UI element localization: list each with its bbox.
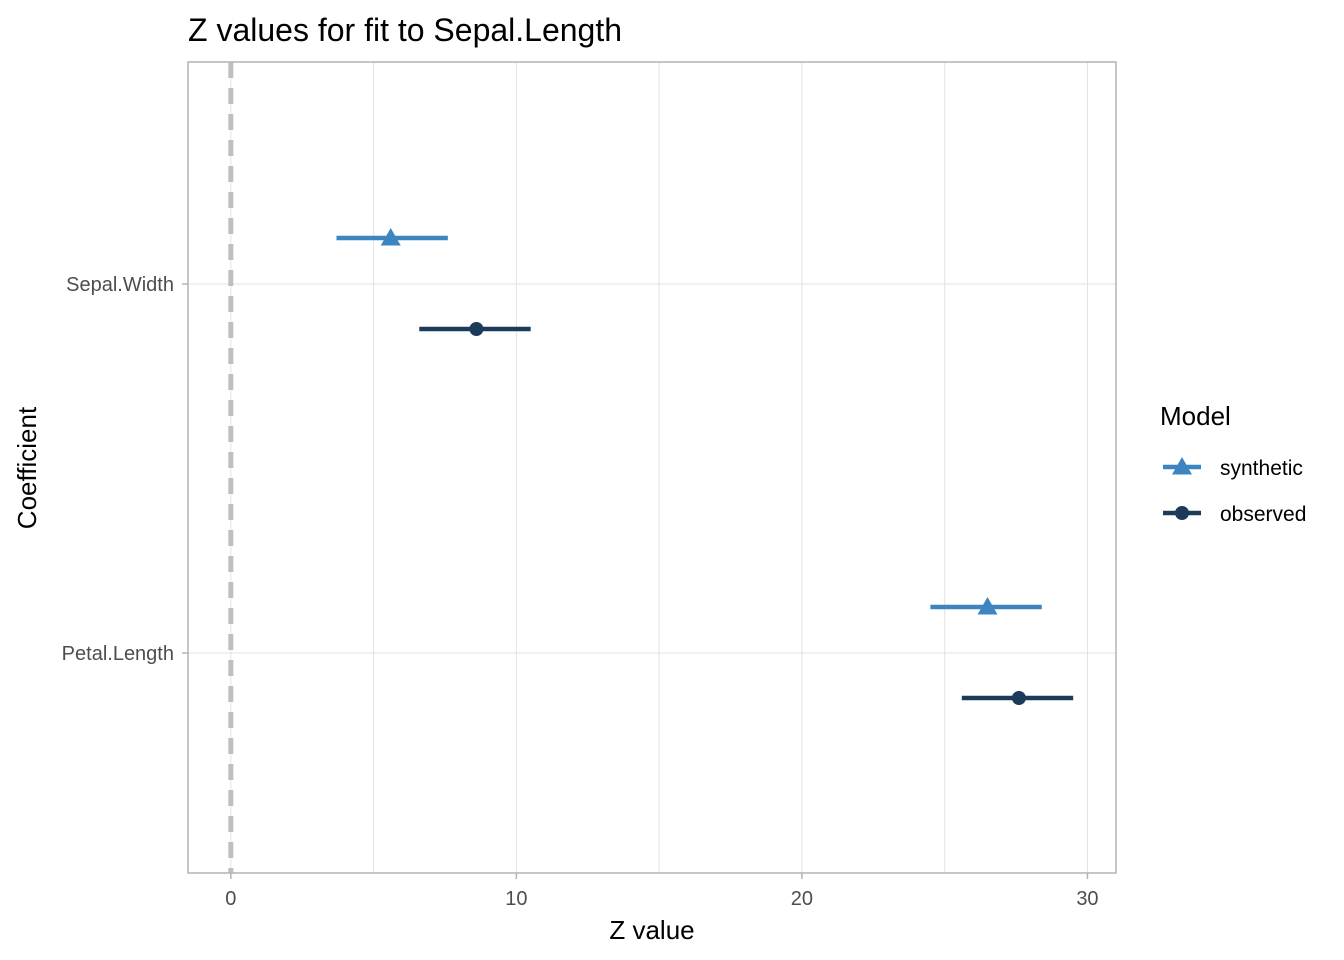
y-tick-label: Sepal.Width bbox=[66, 274, 174, 296]
y-axis-title: Coefficient bbox=[12, 406, 42, 529]
x-tick-label: 30 bbox=[1076, 888, 1098, 910]
legend-marker-synthetic bbox=[1172, 457, 1192, 475]
y-axis-ticks: Sepal.Width Petal.Length bbox=[62, 274, 188, 665]
legend: Model synthetic observed bbox=[1160, 401, 1306, 526]
plot-marks bbox=[336, 228, 1074, 705]
legend-label-observed: observed bbox=[1220, 503, 1306, 526]
y-tick-label: Petal.Length bbox=[62, 643, 174, 665]
x-tick-label: 10 bbox=[505, 888, 527, 910]
x-tick-label: 20 bbox=[791, 888, 813, 910]
synthetic-point bbox=[977, 597, 998, 615]
legend-marker-observed bbox=[1175, 506, 1189, 520]
synthetic-point bbox=[380, 228, 401, 246]
x-axis-title: Z value bbox=[609, 915, 694, 945]
legend-title: Model bbox=[1160, 401, 1231, 431]
observed-point bbox=[469, 322, 484, 336]
grid-lines bbox=[188, 62, 1116, 873]
legend-label-synthetic: synthetic bbox=[1220, 457, 1303, 480]
plot-panel-border bbox=[187, 61, 1117, 874]
x-tick-label: 0 bbox=[225, 888, 236, 910]
observed-point bbox=[1011, 691, 1026, 705]
chart-title: Z values for fit to Sepal.Length bbox=[188, 12, 622, 48]
x-axis-ticks: 0 10 20 30 bbox=[225, 873, 1099, 910]
